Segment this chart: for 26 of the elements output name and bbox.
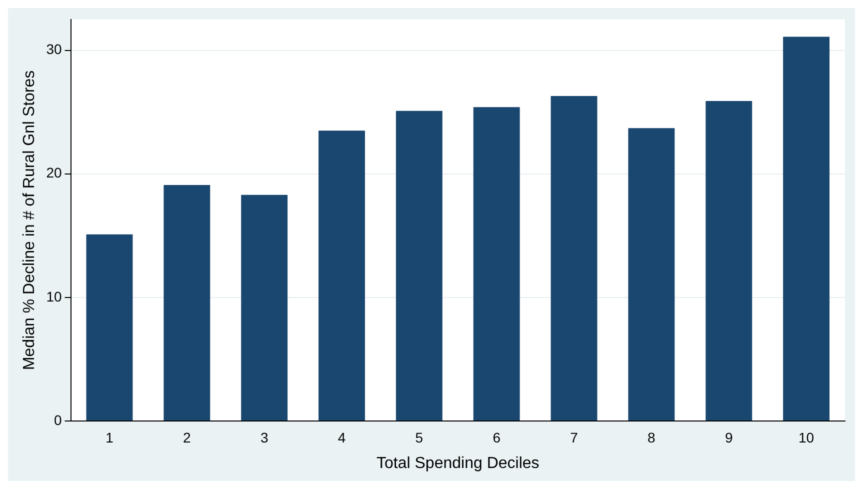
x-axis-title: Total Spending Deciles [376,454,540,472]
bar [783,36,830,420]
bar [318,130,365,420]
y-axis-title: Median % Decline in # of Rural Gnl Stores [21,70,38,370]
x-tick-label: 7 [570,429,578,446]
bar [473,107,520,420]
x-tick-label: 5 [415,429,424,446]
x-tick-label: 3 [260,429,268,446]
x-tick-label: 2 [183,429,192,446]
x-tick-label: 6 [492,429,501,446]
x-tick-label: 8 [648,429,656,446]
y-tick-label: 30 [46,41,62,58]
y-tick-label: 10 [46,288,62,304]
x-tick-label: 1 [106,429,114,446]
bar [628,128,675,420]
bar [241,194,288,420]
x-tick-label: 4 [338,429,346,446]
bar [396,110,442,420]
bar [706,100,752,420]
x-tick-label: 9 [724,429,733,446]
bar [86,234,133,420]
y-tick-label: 20 [46,164,62,181]
bar [164,184,210,420]
y-tick-label: 0 [54,412,62,428]
bar [550,96,598,420]
x-tick-label: 10 [798,429,814,446]
